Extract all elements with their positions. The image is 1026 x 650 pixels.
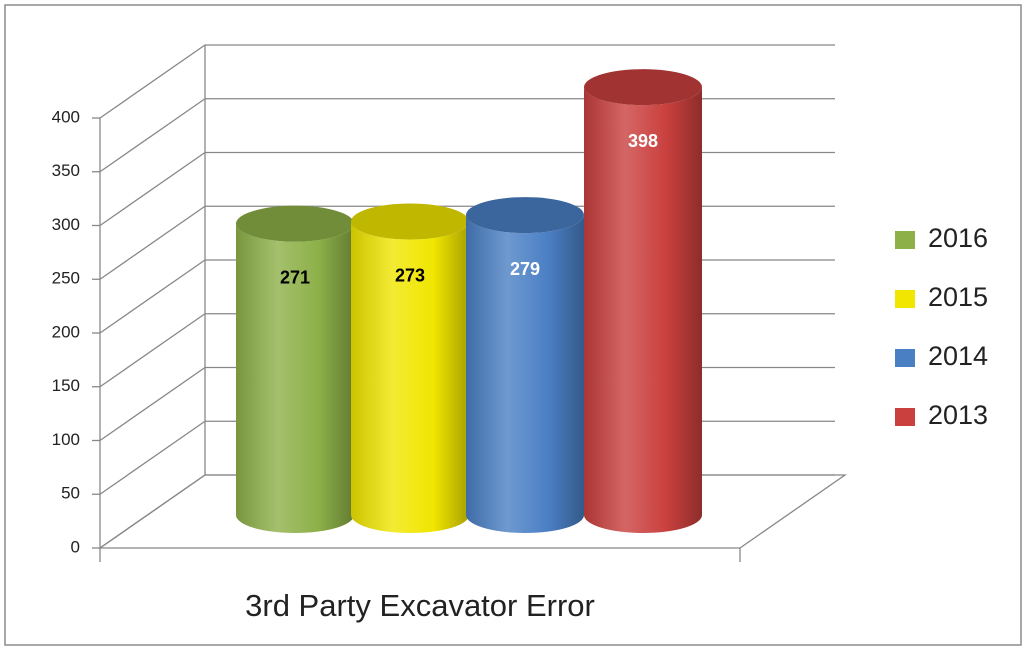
legend-swatch	[895, 290, 915, 308]
bar-top	[466, 197, 584, 234]
y-tick-label: 400	[52, 107, 80, 126]
category-label: 3rd Party Excavator Error	[245, 588, 595, 623]
data-label: 279	[510, 259, 540, 279]
legend-label: 2014	[928, 341, 988, 371]
bar	[236, 223, 354, 534]
y-tick-label: 100	[52, 430, 80, 449]
bar	[584, 87, 702, 534]
legend-swatch	[895, 231, 915, 249]
bar	[466, 215, 584, 533]
legend-label: 2015	[928, 282, 988, 312]
y-tick-label: 300	[52, 215, 80, 234]
y-tick-label: 200	[52, 322, 80, 341]
data-label: 271	[280, 267, 310, 287]
legend-label: 2016	[928, 223, 988, 253]
bar-top	[351, 203, 469, 240]
y-tick-label: 0	[71, 537, 80, 556]
y-tick-label: 50	[61, 484, 80, 503]
data-label: 273	[395, 265, 425, 285]
y-tick-label: 350	[52, 161, 80, 180]
legend-label: 2013	[928, 400, 988, 430]
legend-swatch	[895, 349, 915, 367]
y-tick-label: 250	[52, 269, 80, 288]
bar-top	[236, 205, 354, 242]
legend-swatch	[895, 408, 915, 426]
data-label: 398	[628, 131, 658, 151]
bar-top	[584, 69, 702, 106]
y-tick-label: 150	[52, 376, 80, 395]
bar	[351, 221, 469, 533]
